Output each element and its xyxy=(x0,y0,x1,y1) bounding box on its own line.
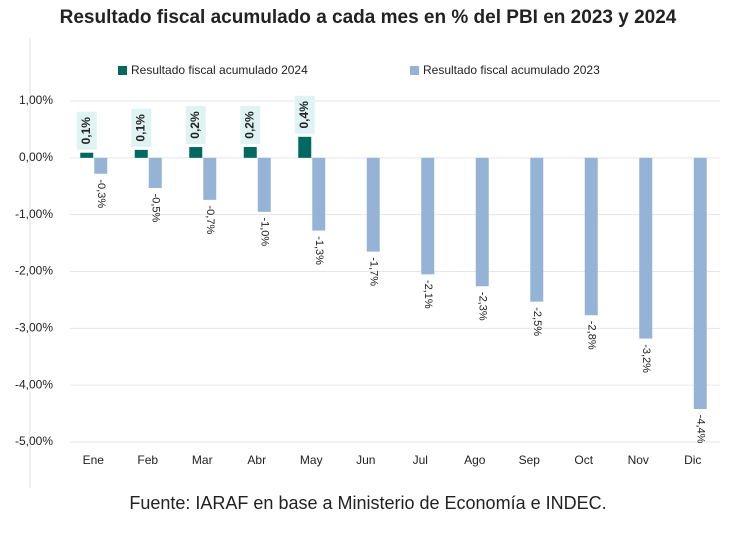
chart-title: Resultado fiscal acumulado a cada mes en… xyxy=(60,7,677,28)
y-tick-label: -4,00% xyxy=(15,377,53,391)
bar xyxy=(148,157,162,188)
y-tick-label: -2,00% xyxy=(15,264,53,278)
value-label-bg xyxy=(240,106,261,145)
value-label-bg xyxy=(185,106,206,145)
bar xyxy=(134,149,148,158)
value-label: -1,7% xyxy=(367,257,379,286)
legend-label: Resultado fiscal acumulado 2024 xyxy=(131,63,308,77)
legend-label: Resultado fiscal acumulado 2023 xyxy=(423,63,600,77)
legend-swatch xyxy=(410,66,419,75)
bar xyxy=(693,157,707,410)
x-tick-label: Oct xyxy=(574,453,593,467)
bar xyxy=(243,147,257,158)
x-tick-label: Mar xyxy=(192,453,213,467)
value-label: -1,0% xyxy=(258,217,270,246)
bar xyxy=(312,157,326,231)
bar xyxy=(639,157,653,339)
x-tick-label: Dic xyxy=(684,453,701,467)
bar xyxy=(366,157,380,252)
legend-swatch xyxy=(118,66,127,75)
x-tick-label: May xyxy=(300,453,323,467)
y-tick-label: 0,00% xyxy=(19,150,53,164)
y-tick-label: -1,00% xyxy=(15,207,53,221)
bar xyxy=(584,157,598,316)
value-label: 0,2% xyxy=(188,111,202,139)
bar xyxy=(80,152,94,158)
bar xyxy=(298,136,312,158)
value-label: -2,5% xyxy=(531,307,543,336)
bar xyxy=(530,157,544,302)
bar xyxy=(257,157,271,212)
value-label-bg xyxy=(76,111,97,150)
value-label-bg xyxy=(294,95,315,134)
x-tick-label: Jun xyxy=(356,453,375,467)
x-tick-label: Jul xyxy=(413,453,428,467)
x-tick-label: Ago xyxy=(464,453,486,467)
x-tick-label: Nov xyxy=(628,453,649,467)
bar xyxy=(475,157,489,287)
value-label: -4,4% xyxy=(694,415,706,444)
value-label: -0,5% xyxy=(149,194,161,223)
value-label: 0,1% xyxy=(79,117,93,145)
value-label: 0,2% xyxy=(242,111,256,139)
value-label: -0,3% xyxy=(95,179,107,208)
value-label: 0,1% xyxy=(133,114,147,142)
value-label-bg xyxy=(131,108,152,147)
y-tick-label: 1,00% xyxy=(19,93,53,107)
x-tick-label: Abr xyxy=(247,453,266,467)
value-label: -2,3% xyxy=(476,292,488,321)
value-label: -2,8% xyxy=(585,321,597,350)
x-tick-label: Ene xyxy=(83,453,105,467)
bar xyxy=(421,157,435,275)
y-tick-label: -3,00% xyxy=(15,321,53,335)
bar xyxy=(94,157,108,174)
source: Fuente: IARAF en base a Ministerio de Ec… xyxy=(129,493,606,513)
bar xyxy=(203,157,217,200)
value-label: 0,4% xyxy=(297,101,311,129)
value-label: -3,2% xyxy=(640,344,652,373)
x-tick-label: Feb xyxy=(137,453,158,467)
value-label: -1,3% xyxy=(313,236,325,265)
x-tick-label: Sep xyxy=(519,453,541,467)
bar xyxy=(189,147,203,158)
value-label: -2,1% xyxy=(422,280,434,309)
y-tick-label: -5,00% xyxy=(15,434,53,448)
value-label: -0,7% xyxy=(204,206,216,235)
